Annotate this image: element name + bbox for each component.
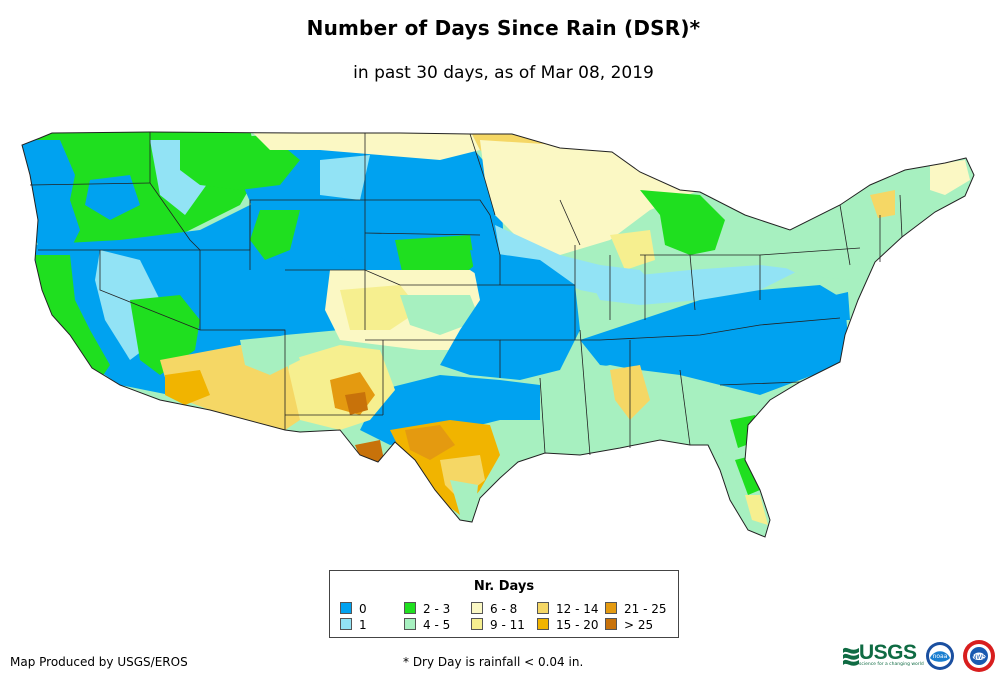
map-title: Number of Days Since Rain (DSR)* bbox=[306, 16, 701, 40]
legend-label: 12 - 14 bbox=[556, 602, 599, 616]
usgs-logo: USGS science for a changing world bbox=[843, 641, 924, 670]
legend-swatch bbox=[404, 618, 416, 630]
legend-label: 15 - 20 bbox=[556, 618, 599, 632]
legend-item-5: 9 - 11 bbox=[471, 618, 525, 632]
legend-item-9: > 25 bbox=[605, 618, 653, 632]
usgs-wordmark: USGS bbox=[859, 641, 917, 664]
legend-label: 4 - 5 bbox=[423, 618, 451, 632]
legend-label: 0 bbox=[359, 602, 367, 616]
nws-logo-icon: NWS bbox=[963, 640, 995, 672]
usgs-wave-icon bbox=[843, 647, 859, 666]
legend-item-1: 1 bbox=[340, 618, 367, 632]
legend-label: 9 - 11 bbox=[490, 618, 525, 632]
legend-swatch bbox=[537, 618, 549, 630]
map-subtitle: in past 30 days, as of Mar 08, 2019 bbox=[353, 63, 654, 83]
legend-item-3: 4 - 5 bbox=[404, 618, 450, 632]
legend-item-7: 15 - 20 bbox=[537, 618, 599, 632]
legend-item-8: 21 - 25 bbox=[605, 602, 667, 616]
legend-label: 21 - 25 bbox=[624, 602, 667, 616]
legend-label: > 25 bbox=[624, 618, 654, 632]
legend: Nr. Days 0 1 2 - 3 4 - 5 6 - 8 9 - 11 12… bbox=[329, 570, 679, 638]
legend-swatch bbox=[404, 602, 416, 614]
legend-label: 2 - 3 bbox=[423, 602, 451, 616]
noaa-wordmark: noaa bbox=[933, 653, 948, 660]
legend-swatch bbox=[605, 602, 617, 614]
legend-swatch bbox=[340, 618, 352, 630]
credit-text: Map Produced by USGS/EROS bbox=[10, 655, 188, 669]
legend-title: Nr. Days bbox=[473, 579, 535, 594]
legend-label: 1 bbox=[359, 618, 367, 632]
nws-wordmark: NWS bbox=[972, 654, 986, 661]
legend-item-0: 0 bbox=[340, 602, 367, 616]
noaa-logo-icon: noaa bbox=[926, 642, 954, 670]
legend-swatch bbox=[471, 602, 483, 614]
footnote-text: * Dry Day is rainfall < 0.04 in. bbox=[403, 655, 584, 669]
legend-swatch bbox=[605, 618, 617, 630]
legend-item-2: 2 - 3 bbox=[404, 602, 450, 616]
usgs-tagline: science for a changing world bbox=[859, 662, 924, 667]
legend-swatch bbox=[471, 618, 483, 630]
legend-item-6: 12 - 14 bbox=[537, 602, 599, 616]
legend-label: 6 - 8 bbox=[490, 602, 518, 616]
legend-item-4: 6 - 8 bbox=[471, 602, 517, 616]
legend-swatch bbox=[340, 602, 352, 614]
legend-swatch bbox=[537, 602, 549, 614]
